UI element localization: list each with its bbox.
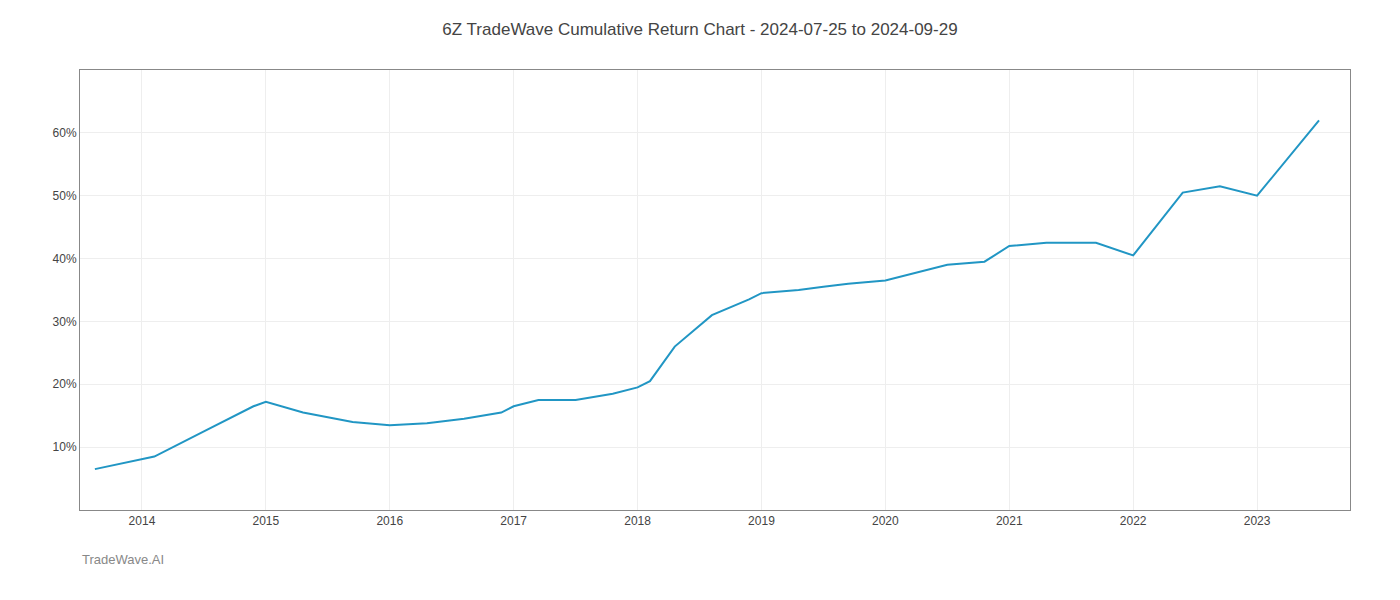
- svg-text:30%: 30%: [53, 315, 77, 329]
- svg-text:TradeWave.AI: TradeWave.AI: [82, 552, 164, 567]
- svg-text:6Z TradeWave Cumulative Return: 6Z TradeWave Cumulative Return Chart - 2…: [442, 20, 957, 39]
- svg-text:2023: 2023: [1244, 514, 1271, 528]
- svg-text:2019: 2019: [748, 514, 775, 528]
- svg-text:2021: 2021: [996, 514, 1023, 528]
- svg-text:2018: 2018: [624, 514, 651, 528]
- svg-text:20%: 20%: [53, 377, 77, 391]
- svg-text:2015: 2015: [252, 514, 279, 528]
- svg-text:2022: 2022: [1120, 514, 1147, 528]
- svg-text:60%: 60%: [53, 126, 77, 140]
- svg-text:2014: 2014: [129, 514, 156, 528]
- svg-text:2017: 2017: [500, 514, 527, 528]
- svg-text:10%: 10%: [53, 440, 77, 454]
- svg-text:2020: 2020: [872, 514, 899, 528]
- svg-text:2016: 2016: [376, 514, 403, 528]
- svg-text:50%: 50%: [53, 189, 77, 203]
- svg-text:40%: 40%: [53, 252, 77, 266]
